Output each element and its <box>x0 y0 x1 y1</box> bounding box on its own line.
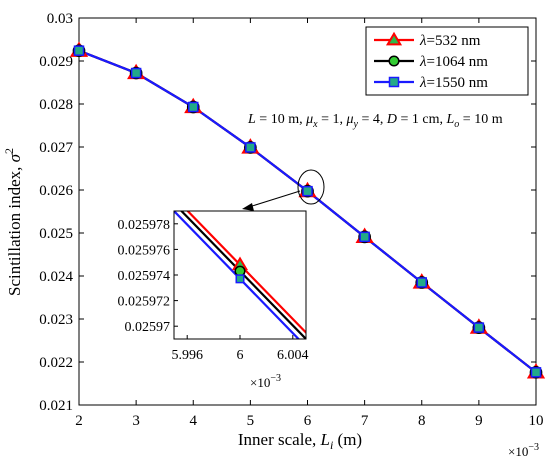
y-tick-label: 0.022 <box>39 355 73 371</box>
inset-x-tick-label: 6.004 <box>277 348 309 363</box>
data-point <box>188 101 199 113</box>
data-point <box>130 67 142 79</box>
legend-label: λ=1550 nm <box>419 75 488 91</box>
zoom-arrow <box>248 190 301 208</box>
x-axis-label: Inner scale, Li (m) <box>238 430 362 452</box>
y-tick-label: 0.023 <box>39 312 73 328</box>
y-axis-ticks: 0.021 0.022 0.023 0.024 0.025 0.026 0.027 0.028… <box>39 11 536 414</box>
y-tick-label: 0.021 <box>39 398 73 414</box>
inset-x-multiplier: ×10−3 <box>250 373 281 390</box>
data-point <box>302 185 313 197</box>
y-tick-label: 0.028 <box>39 97 73 113</box>
y-tick-label: 0.026 <box>39 183 73 199</box>
y-tick-label: 0.03 <box>47 11 73 27</box>
legend-item: λ=532 nm <box>374 31 481 49</box>
x-tick-label: 4 <box>190 413 198 429</box>
data-point <box>530 367 542 378</box>
data-point <box>416 277 427 288</box>
legend: λ=532 nm λ=1064 nm λ=1550 nm <box>365 26 529 96</box>
y-tick-label: 0.029 <box>39 54 73 70</box>
inset-y-tick-label: 0.025974 <box>118 269 171 284</box>
inset-plot: 5.996 6 6.004 0.0259780.0259760.0259740.02… <box>118 210 309 390</box>
legend-label: λ=532 nm <box>419 33 481 49</box>
y-tick-label: 0.027 <box>39 140 73 156</box>
x-axis-multiplier: ×10−3 <box>508 442 539 459</box>
data-point <box>473 322 485 333</box>
inset-y-tick-label: 0.02597 <box>125 320 171 335</box>
inset-y-tick-label: 0.025972 <box>118 295 171 310</box>
inset-data-point <box>235 274 245 284</box>
x-axis-ticks: 2 3 4 5 6 7 8 9 10 <box>75 18 544 429</box>
zoom-arrow-head <box>242 203 254 211</box>
y-axis-label: Scintillation index, σ2 <box>2 148 24 296</box>
x-tick-label: 6 <box>304 413 312 429</box>
x-tick-label: 9 <box>475 413 483 429</box>
legend-item: λ=1550 nm <box>374 75 488 91</box>
inset-y-ticks: 0.025978 0.025976 0.025974 0.025972 0.02597 <box>118 218 178 335</box>
data-point <box>359 231 370 243</box>
legend-item: λ=1064 nm <box>374 54 488 70</box>
inset-y-tick-label: 0.025976 <box>118 243 171 258</box>
inset-x-tick-label: 6 <box>237 348 244 363</box>
x-tick-label: 7 <box>361 413 369 429</box>
inset-x-ticks: 5.996 6 6.004 <box>171 335 309 363</box>
parameter-annotation: L = 10 m, μx = 1, μy = 4, D = 1 cm, Lo =… <box>247 112 503 130</box>
legend-marker <box>388 76 400 88</box>
legend-marker <box>388 55 400 67</box>
y-tick-label: 0.025 <box>39 226 73 242</box>
x-tick-label: 5 <box>247 413 255 429</box>
x-tick-label: 2 <box>75 413 83 429</box>
data-point <box>245 142 256 153</box>
inset-x-tick-label: 5.996 <box>171 348 203 363</box>
x-tick-label: 3 <box>132 413 140 429</box>
inset-y-tick-label: 0.025978 <box>118 218 171 233</box>
legend-marker <box>385 31 403 46</box>
x-tick-label: 8 <box>418 413 426 429</box>
y-tick-label: 0.024 <box>39 269 73 285</box>
main-series-layer <box>69 41 546 379</box>
legend-label: λ=1064 nm <box>419 54 488 70</box>
zoom-highlight-ellipse <box>297 169 325 205</box>
series-3-markers <box>73 45 542 378</box>
data-point <box>73 45 85 56</box>
x-tick-label: 10 <box>529 413 544 429</box>
